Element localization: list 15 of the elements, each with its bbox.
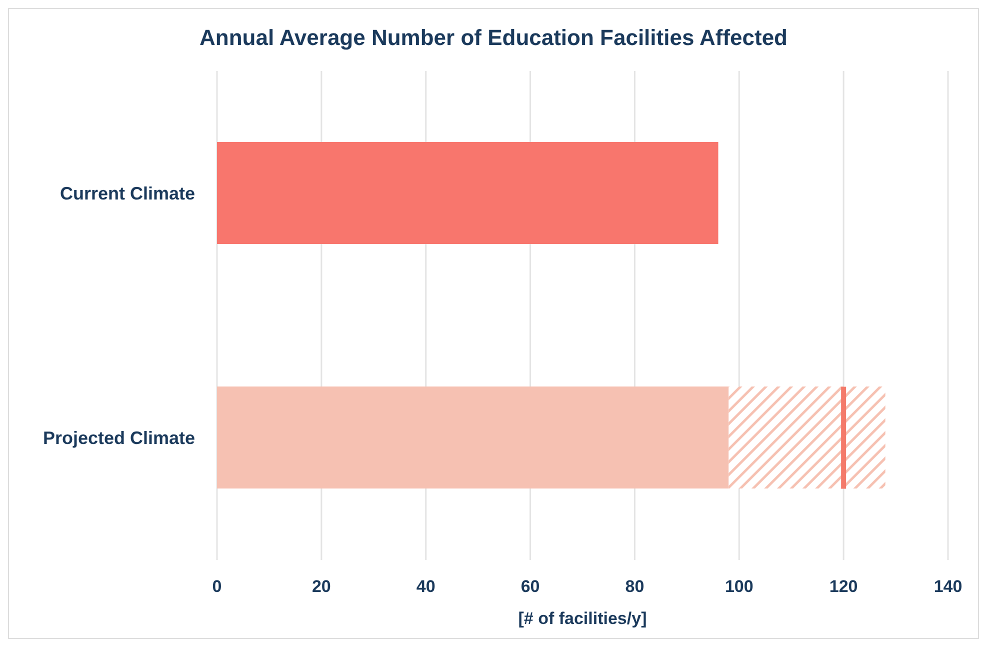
x-tick-label: 20 (312, 577, 331, 596)
x-tick-label: 80 (625, 577, 644, 596)
x-tick-label: 0 (212, 577, 222, 596)
bar (217, 142, 718, 244)
y-tick-label: Projected Climate (42, 428, 195, 448)
x-tick-label: 140 (934, 577, 962, 596)
x-tick-label: 120 (829, 577, 858, 596)
x-axis-title: [# of facilities/y] (518, 609, 647, 628)
bar (217, 386, 729, 488)
chart-title: Annual Average Number of Education Facilities Affected (198, 25, 788, 51)
bar (728, 386, 886, 488)
x-tick-label: 40 (416, 577, 436, 596)
x-tick-label: 60 (520, 577, 540, 596)
y-tick-label: Current Climate (60, 184, 195, 204)
x-tick-label: 100 (724, 577, 754, 596)
